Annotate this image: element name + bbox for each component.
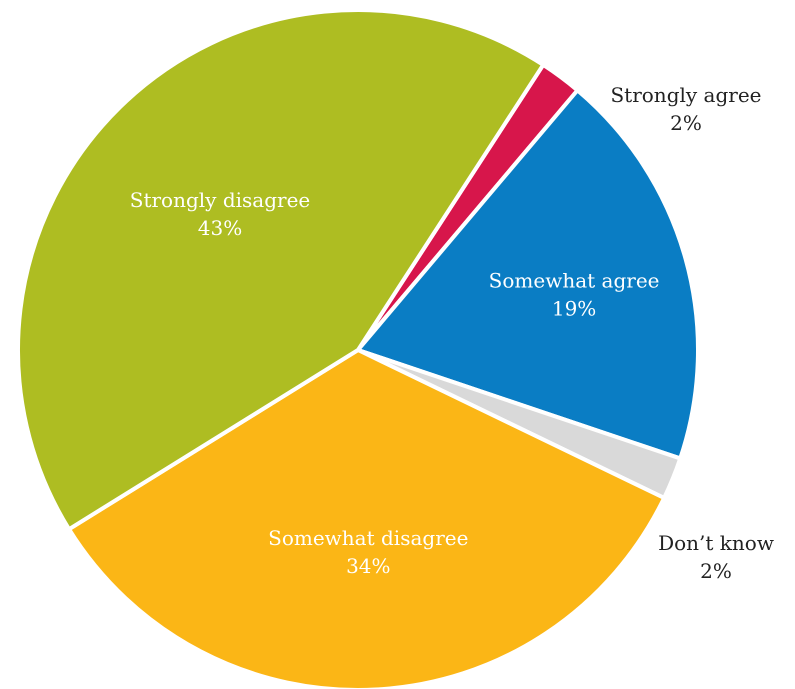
pie-slice-somewhat-agree [356, 88, 700, 461]
slice-label-1: Somewhat agree 19% [489, 269, 660, 321]
slice-label-0: Strongly agree 2% [610, 83, 761, 135]
slice-label-2: Don’t know 2% [658, 531, 774, 583]
slice-label-4: Strongly disagree 43% [130, 188, 311, 240]
pie-slice-somewhat-disagree [67, 348, 667, 689]
pie-slice-strongly-disagree [16, 8, 546, 532]
slice-label-3: Somewhat disagree 34% [268, 526, 468, 578]
